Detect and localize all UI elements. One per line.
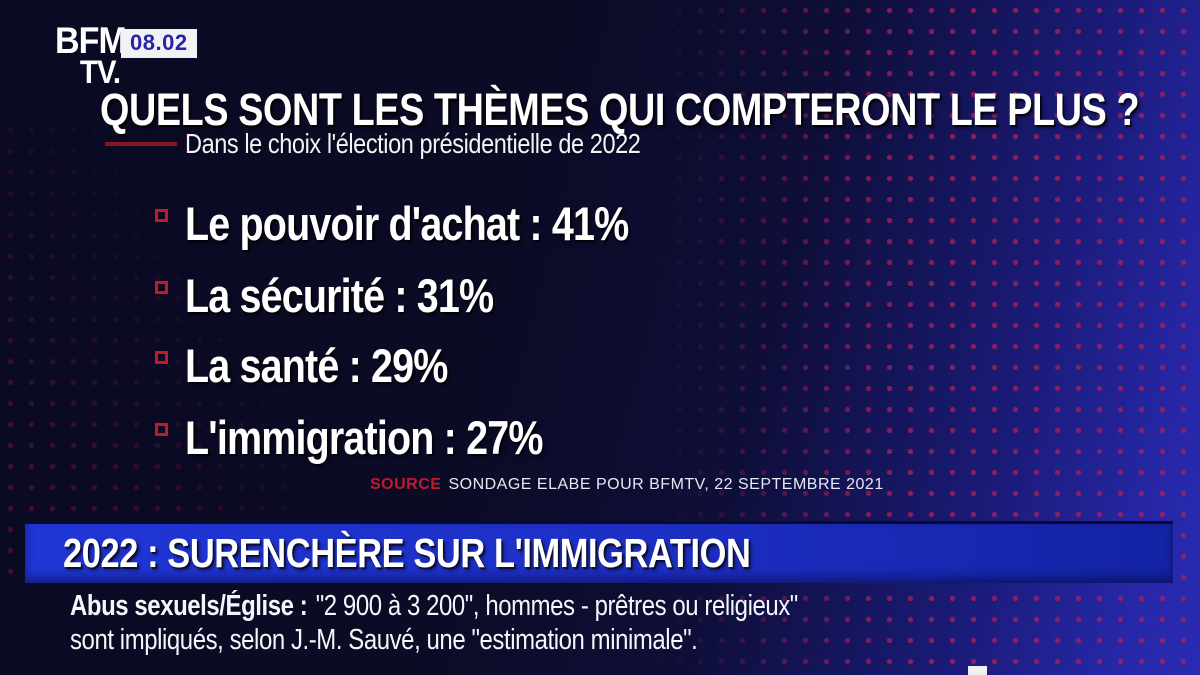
square-bullet-icon bbox=[155, 351, 168, 364]
bfmtv-logo: BFM TV. bbox=[55, 20, 132, 91]
poll-subtitle: Dans le choix l'élection présidentielle … bbox=[185, 128, 641, 159]
banner-headline: 2022 : SURENCHÈRE SUR L'IMMIGRATION bbox=[63, 530, 751, 576]
square-bullet-icon bbox=[155, 423, 168, 436]
source-text: SONDAGE ELABE POUR BFMTV, 22 SEPTEMBRE 2… bbox=[448, 476, 884, 493]
square-bullet-icon bbox=[155, 209, 168, 222]
square-bullet-icon bbox=[155, 281, 168, 294]
source-label: SOURCE bbox=[370, 476, 442, 493]
poll-item-text: Le pouvoir d'achat : 41% bbox=[185, 197, 629, 250]
headline-banner: 2022 : SURENCHÈRE SUR L'IMMIGRATION bbox=[25, 521, 1173, 583]
ticker-line-2: sont impliqués, selon J.-M. Sauvé, une "… bbox=[70, 624, 698, 656]
ticker-text-1: "2 900 à 3 200", hommes - prêtres ou rel… bbox=[315, 590, 799, 622]
subtitle-accent-line bbox=[105, 142, 177, 146]
news-ticker: Abus sexuels/Église : "2 900 à 3 200", ho… bbox=[70, 589, 937, 657]
bfmtv-logo-line1: BFM bbox=[55, 20, 127, 61]
bfmtv-logo-line2: TV. bbox=[79, 54, 121, 91]
time-badge: 08.02 bbox=[121, 29, 197, 58]
poll-item-text: La santé : 29% bbox=[185, 339, 448, 392]
ticker-line-1: Abus sexuels/Église : "2 900 à 3 200", ho… bbox=[70, 589, 798, 623]
poll-item-text: La sécurité : 31% bbox=[185, 269, 494, 322]
poll-item-text: L'immigration : 27% bbox=[185, 411, 543, 464]
poll-title: QUELS SONT LES THÈMES QUI COMPTERONT LE … bbox=[100, 84, 1140, 135]
ticker-topic: Abus sexuels/Église : bbox=[70, 590, 308, 622]
bottom-logo-fragment bbox=[968, 666, 987, 675]
source-row: SOURCE SONDAGE ELABE POUR BFMTV, 22 SEPTE… bbox=[370, 476, 884, 494]
